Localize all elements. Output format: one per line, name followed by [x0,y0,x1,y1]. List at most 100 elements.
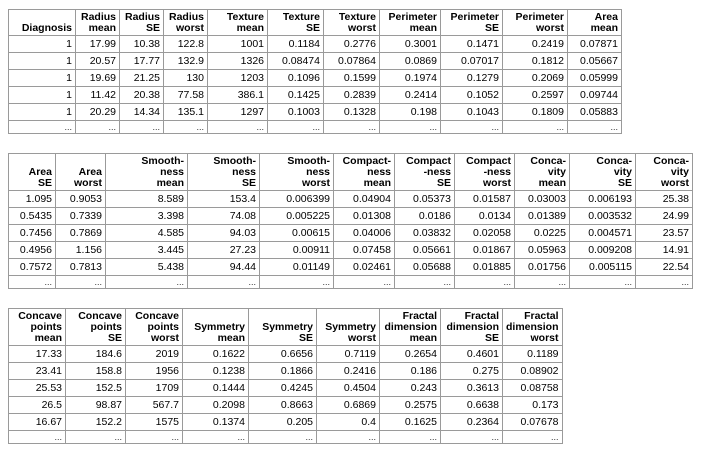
table-row: 26.5 98.87 567.7 0.2098 0.8663 0.6869 0.2575 0.… [8,396,563,414]
table-cell: 152.2 [65,413,126,431]
ellipsis-cell: ... [55,275,106,289]
column-header-line: worst [150,332,179,344]
column-header-line: Compact [406,155,451,167]
column-header: Area worst [55,153,106,191]
column-header-line: mean [88,22,116,34]
column-header-line: Symmetry [325,321,376,333]
column-header-line: Compact- [342,155,391,167]
table-cell: 0.198 [379,103,441,121]
table-cell: 17.77 [119,52,164,70]
table-cell: 0.186 [379,362,441,380]
column-header-line: SE [37,177,52,189]
table-cell: 0.02461 [333,258,395,276]
column-header: Fractal dimension worst [502,308,563,346]
table-cell: 0.0186 [394,207,455,225]
table-cell: 0.4 [316,413,380,431]
table-cell: 1203 [207,69,268,87]
column-header: Compact-ness mean [333,153,395,191]
column-header: Compact -ness worst [454,153,515,191]
table-cell: 0.1238 [182,362,249,380]
column-header: Perimeter mean [379,9,441,36]
column-header-line: mean [409,22,437,34]
table-cell: 0.04904 [333,190,395,208]
table-cell: 1956 [125,362,183,380]
table-cell: 0.05667 [567,52,622,70]
ellipsis-row: ................................. [8,275,693,289]
table-cell: 0.006193 [569,190,636,208]
column-header-line: Radius [124,11,160,23]
table-cell: 0.08902 [502,362,563,380]
table-cell: 0.1444 [182,379,249,397]
column-header-line: mean [409,332,437,344]
ellipsis-cell: ... [514,275,570,289]
table-cell: 0.6656 [248,345,317,363]
table-cell: 0.7456 [8,224,56,242]
column-header-line: Conca- [530,155,566,167]
column-header: Perimeter worst [502,9,568,36]
ellipsis-cell: ... [502,430,563,444]
column-header: Conca-vity mean [514,153,570,191]
table-cell: 0.01867 [454,241,515,259]
header-row: Diagnosis Radius mean Radius SE Radius worst Te… [8,9,622,36]
table-cell: 0.1096 [267,69,324,87]
table-cell: 0.005225 [259,207,334,225]
column-header-line: Area [594,11,618,23]
table-cell: 0.2839 [323,86,380,104]
table-cell: 0.01587 [454,190,515,208]
table-cell: 24.99 [635,207,693,225]
column-header: Conca-vity worst [635,153,693,191]
table-cell: 0.05661 [394,241,455,259]
column-header-line: Fractal [464,310,499,322]
ellipsis-cell: ... [316,430,380,444]
column-header: Diagnosis [8,9,76,36]
column-header-line: Compact [466,155,511,167]
column-header: Concave points worst [125,308,183,346]
table-cell: 386.1 [207,86,268,104]
table-cell: 0.1974 [379,69,441,87]
table-cell: 130 [163,69,208,87]
table-cell: 4.585 [105,224,188,242]
table-cell: 25.38 [635,190,693,208]
table-cell: 0.7339 [55,207,106,225]
table-cell: 0.01756 [514,258,570,276]
table-cell: 0.07458 [333,241,395,259]
ellipsis-cell: ... [569,275,636,289]
column-header: Texture SE [267,9,324,36]
table-cell: 0.04006 [333,224,395,242]
ellipsis-cell: ... [502,120,568,134]
table-cell: 0.03003 [514,190,570,208]
column-header-line: worst [347,332,376,344]
table-cell: 0.0869 [379,52,441,70]
table-cell: 20.38 [119,86,164,104]
table-cell: 11.42 [75,86,120,104]
table-row: 25.53 152.5 1709 0.1444 0.4245 0.4504 0.243 0.3… [8,379,563,397]
table-cell: 0.03832 [394,224,455,242]
table-cell: 1 [8,52,76,70]
column-header-line: Concave [135,310,179,322]
column-header-line: dimension [384,321,437,333]
table-cell: 1.095 [8,190,56,208]
column-header: Radius SE [119,9,164,36]
column-header-line: worst [482,177,511,189]
column-header-line: worst [535,22,564,34]
table-cell: 17.99 [75,35,120,53]
table-cell: 1709 [125,379,183,397]
table-cell: 0.05999 [567,69,622,87]
column-header-line: Texture [338,11,376,23]
table-cell: 0.7119 [316,345,380,363]
table-cell: 0.1471 [440,35,503,53]
table-row: 1.095 0.9053 8.589 153.4 0.006399 0.04904 0.05… [8,190,693,208]
column-header-line: worst [530,332,559,344]
column-header-line: mean [156,177,184,189]
column-header-line: worst [347,22,376,34]
table-cell: 0.1043 [440,103,503,121]
column-header: Smooth-ness worst [259,153,334,191]
table-cell: 0.3001 [379,35,441,53]
column-header-line: dimension [446,321,499,333]
column-header-line: ness [160,166,184,178]
table-cell: 0.01149 [259,258,334,276]
column-header-line: worst [73,177,102,189]
table-row: 1 11.42 20.38 77.58 386.1 0.1425 0.2839 0.2414 0… [8,86,622,104]
ellipsis-cell: ... [8,430,66,444]
table-cell: 0.1052 [440,86,503,104]
